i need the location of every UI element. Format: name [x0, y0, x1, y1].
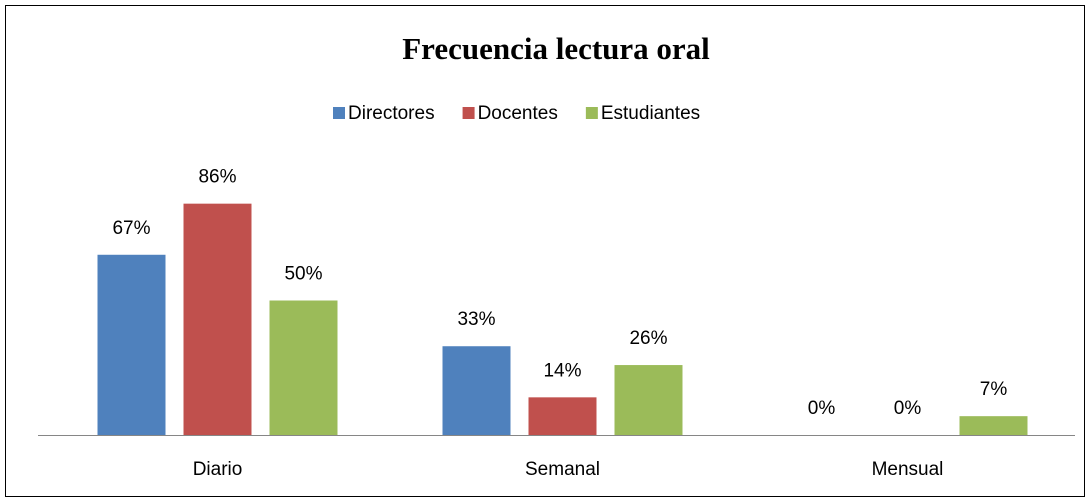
data-label: 50%	[284, 264, 322, 285]
bar	[97, 254, 166, 435]
legend-swatch	[333, 107, 345, 119]
data-label: 7%	[980, 379, 1008, 400]
data-label: 0%	[808, 398, 836, 419]
data-label: 0%	[894, 398, 922, 419]
bar	[528, 397, 597, 435]
x-tick-label: Diario	[193, 459, 243, 480]
bar	[959, 416, 1028, 435]
legend-swatch	[462, 107, 475, 119]
legend-label: Directores	[348, 103, 435, 124]
legend-label: Estudiantes	[601, 103, 700, 124]
chart-title: Frecuencia lectura oral	[402, 31, 710, 66]
bar	[183, 203, 252, 435]
data-label: 86%	[198, 167, 236, 188]
legend-label: Docentes	[478, 103, 558, 124]
x-tick-label: Mensual	[872, 459, 944, 480]
data-label: 26%	[629, 328, 667, 349]
bar	[269, 300, 338, 435]
x-tick-label: Semanal	[525, 459, 600, 480]
data-label: 67%	[112, 218, 150, 239]
data-label: 14%	[543, 360, 581, 381]
legend-swatch	[585, 107, 598, 119]
bar	[614, 365, 683, 435]
bar	[442, 346, 511, 435]
data-label: 33%	[457, 309, 495, 330]
